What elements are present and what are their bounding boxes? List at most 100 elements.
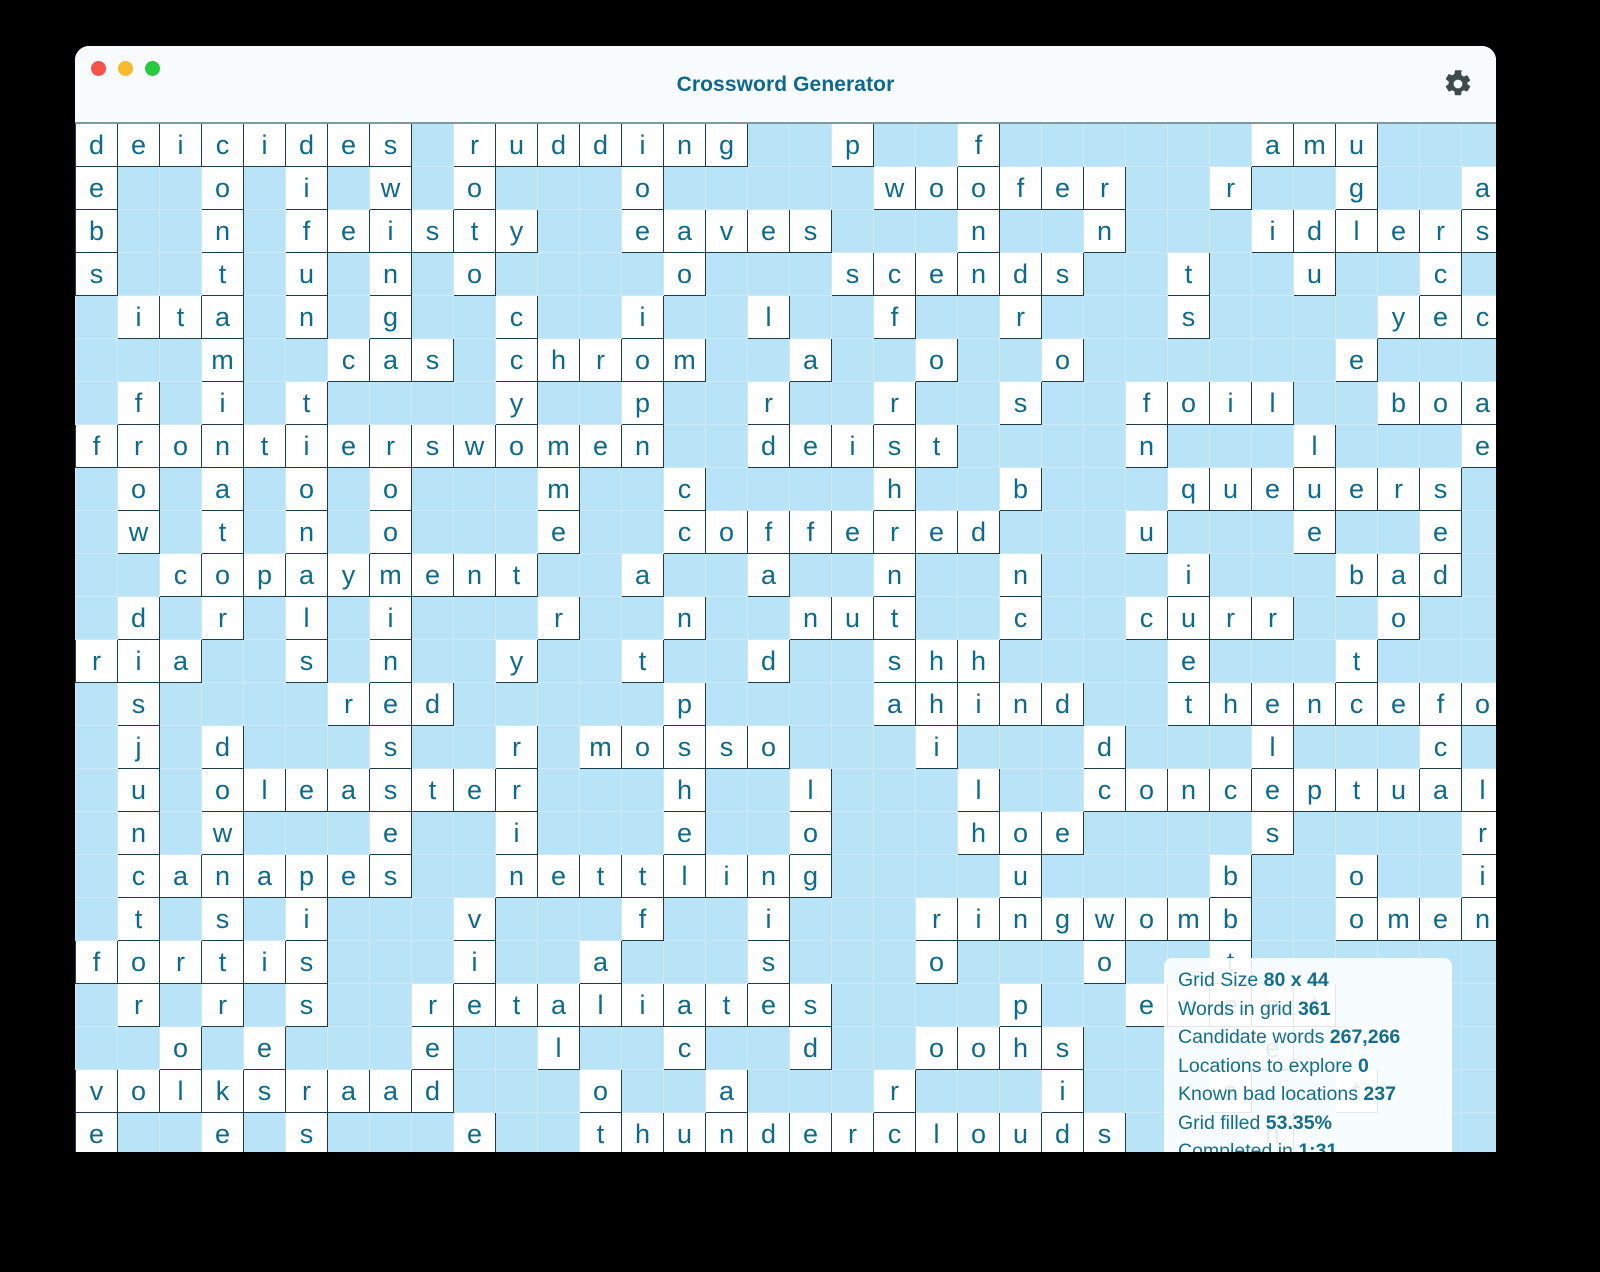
crossword-cell-empty[interactable] xyxy=(327,725,370,769)
crossword-cell-letter[interactable]: u xyxy=(1167,596,1210,640)
crossword-cell-empty[interactable] xyxy=(1083,424,1126,468)
crossword-cell-empty[interactable] xyxy=(117,553,160,597)
crossword-cell-letter[interactable]: n xyxy=(1461,897,1496,941)
crossword-cell-empty[interactable] xyxy=(705,381,748,425)
crossword-cell-empty[interactable] xyxy=(117,1112,160,1152)
crossword-cell-letter[interactable]: o xyxy=(285,467,328,511)
crossword-cell-letter[interactable]: l xyxy=(915,1112,958,1152)
crossword-cell-empty[interactable] xyxy=(915,768,958,812)
crossword-cell-empty[interactable] xyxy=(663,553,706,597)
close-window-button[interactable] xyxy=(91,61,106,76)
crossword-cell-empty[interactable] xyxy=(453,338,496,382)
crossword-cell-empty[interactable] xyxy=(1377,1026,1420,1070)
crossword-cell-letter[interactable]: u xyxy=(1377,768,1420,812)
crossword-cell-empty[interactable] xyxy=(1461,639,1496,683)
crossword-cell-empty[interactable] xyxy=(1293,854,1336,898)
crossword-cell-empty[interactable] xyxy=(453,467,496,511)
crossword-cell-empty[interactable] xyxy=(621,1069,664,1113)
crossword-cell-letter[interactable]: o xyxy=(579,1069,622,1113)
crossword-cell-empty[interactable] xyxy=(1125,811,1168,855)
crossword-cell-empty[interactable] xyxy=(873,768,916,812)
crossword-cell-empty[interactable] xyxy=(1083,983,1126,1027)
crossword-cell-letter[interactable]: s xyxy=(1083,1112,1126,1152)
crossword-cell-empty[interactable] xyxy=(621,768,664,812)
crossword-cell-empty[interactable] xyxy=(747,1026,790,1070)
crossword-cell-letter[interactable]: u xyxy=(285,252,328,296)
crossword-cell-letter[interactable]: s xyxy=(873,424,916,468)
crossword-cell-letter[interactable]: e xyxy=(327,209,370,253)
crossword-cell-empty[interactable] xyxy=(1293,1069,1336,1113)
crossword-cell-letter[interactable]: b xyxy=(1209,854,1252,898)
crossword-cell-letter[interactable]: r xyxy=(201,983,244,1027)
crossword-cell-empty[interactable] xyxy=(579,252,622,296)
crossword-cell-empty[interactable] xyxy=(243,295,286,339)
crossword-cell-letter[interactable]: r xyxy=(873,381,916,425)
crossword-cell-letter[interactable]: o xyxy=(117,467,160,511)
crossword-cell-letter[interactable]: a xyxy=(201,295,244,339)
crossword-cell-empty[interactable] xyxy=(1167,510,1210,554)
crossword-cell-letter[interactable]: n xyxy=(1251,983,1294,1027)
crossword-cell-letter[interactable]: e xyxy=(1461,424,1496,468)
crossword-cell-letter[interactable]: o xyxy=(915,1026,958,1070)
crossword-cell-empty[interactable] xyxy=(495,467,538,511)
crossword-cell-letter[interactable]: d xyxy=(1041,1112,1084,1152)
crossword-cell-empty[interactable] xyxy=(369,1026,412,1070)
crossword-cell-empty[interactable] xyxy=(1251,252,1294,296)
crossword-cell-letter[interactable]: i xyxy=(747,897,790,941)
crossword-cell-letter[interactable]: t xyxy=(159,295,202,339)
crossword-cell-empty[interactable] xyxy=(663,166,706,210)
crossword-cell-letter[interactable]: e xyxy=(1293,510,1336,554)
crossword-cell-empty[interactable] xyxy=(495,897,538,941)
crossword-cell-empty[interactable] xyxy=(1083,1069,1126,1113)
crossword-cell-empty[interactable] xyxy=(705,596,748,640)
crossword-cell-empty[interactable] xyxy=(1419,596,1462,640)
crossword-cell-empty[interactable] xyxy=(789,166,832,210)
crossword-cell-letter[interactable]: h xyxy=(957,811,1000,855)
crossword-cell-empty[interactable] xyxy=(1293,295,1336,339)
crossword-cell-empty[interactable] xyxy=(915,1069,958,1113)
crossword-cell-letter[interactable]: a xyxy=(663,209,706,253)
crossword-cell-empty[interactable] xyxy=(747,467,790,511)
crossword-cell-letter[interactable]: e xyxy=(453,983,496,1027)
crossword-cell-empty[interactable] xyxy=(873,897,916,941)
crossword-cell-letter[interactable]: d xyxy=(789,1026,832,1070)
crossword-cell-empty[interactable] xyxy=(999,510,1042,554)
crossword-cell-empty[interactable] xyxy=(495,166,538,210)
crossword-cell-letter[interactable]: e xyxy=(1419,510,1462,554)
crossword-cell-empty[interactable] xyxy=(1083,122,1126,167)
crossword-cell-letter[interactable]: f xyxy=(75,424,118,468)
crossword-cell-empty[interactable] xyxy=(1167,166,1210,210)
crossword-cell-empty[interactable] xyxy=(873,983,916,1027)
crossword-cell-empty[interactable] xyxy=(1167,1069,1210,1113)
crossword-cell-letter[interactable]: t xyxy=(453,209,496,253)
crossword-cell-empty[interactable] xyxy=(243,897,286,941)
crossword-cell-empty[interactable] xyxy=(537,897,580,941)
crossword-cell-letter[interactable]: r xyxy=(579,338,622,382)
crossword-cell-empty[interactable] xyxy=(1209,338,1252,382)
crossword-cell-empty[interactable] xyxy=(537,553,580,597)
crossword-cell-letter[interactable]: p xyxy=(621,381,664,425)
crossword-cell-empty[interactable] xyxy=(579,682,622,726)
crossword-cell-empty[interactable] xyxy=(1125,252,1168,296)
crossword-cell-letter[interactable]: e xyxy=(915,252,958,296)
crossword-cell-empty[interactable] xyxy=(243,1112,286,1152)
crossword-cell-empty[interactable] xyxy=(1083,596,1126,640)
crossword-cell-empty[interactable] xyxy=(411,639,454,683)
crossword-cell-empty[interactable] xyxy=(1419,854,1462,898)
crossword-cell-letter[interactable]: a xyxy=(369,1069,412,1113)
crossword-cell-empty[interactable] xyxy=(747,166,790,210)
crossword-cell-empty[interactable] xyxy=(285,811,328,855)
crossword-cell-letter[interactable]: t xyxy=(579,854,622,898)
crossword-cell-empty[interactable] xyxy=(75,467,118,511)
crossword-cell-empty[interactable] xyxy=(1293,596,1336,640)
crossword-cell-empty[interactable] xyxy=(1461,1069,1496,1113)
crossword-cell-empty[interactable] xyxy=(1209,1112,1252,1152)
crossword-cell-empty[interactable] xyxy=(915,553,958,597)
crossword-cell-empty[interactable] xyxy=(663,897,706,941)
crossword-cell-empty[interactable] xyxy=(1125,1026,1168,1070)
crossword-cell-empty[interactable] xyxy=(1125,940,1168,984)
crossword-cell-letter[interactable]: i xyxy=(117,639,160,683)
crossword-cell-empty[interactable] xyxy=(873,338,916,382)
crossword-cell-empty[interactable] xyxy=(957,596,1000,640)
crossword-cell-letter[interactable]: e xyxy=(537,510,580,554)
